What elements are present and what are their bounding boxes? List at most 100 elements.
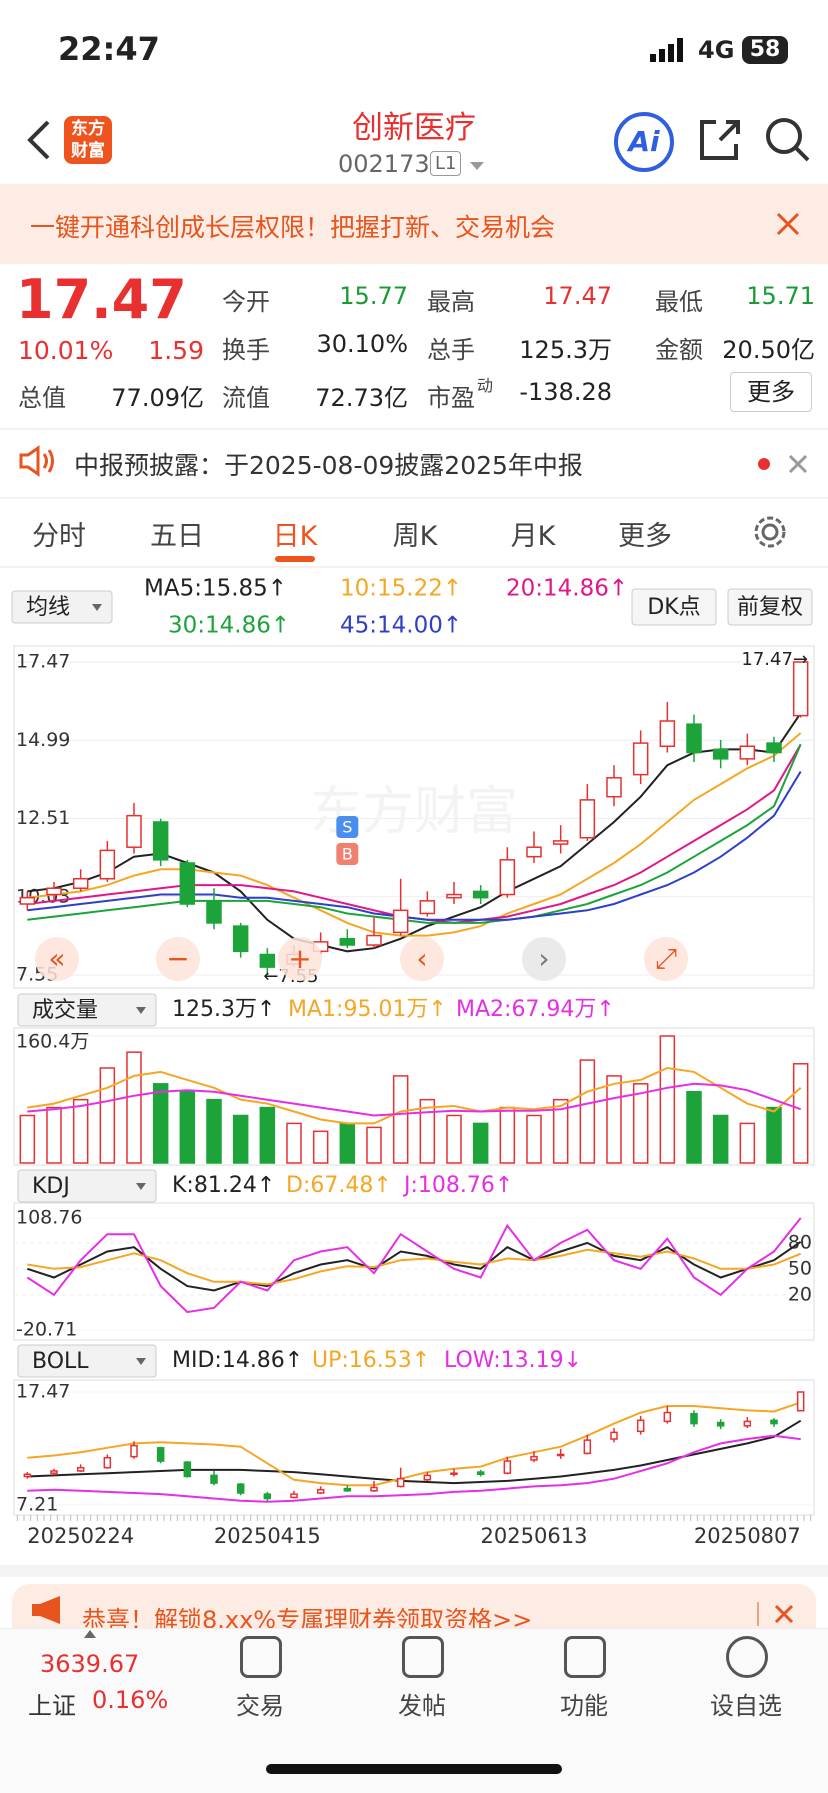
nav-label[interactable]: 功能 [560, 1692, 608, 1720]
candle-body [450, 1472, 458, 1476]
volume-bar [419, 1098, 436, 1164]
nav-icon[interactable] [726, 1636, 768, 1678]
indicator-line [27, 770, 802, 921]
tab[interactable]: 周K [392, 521, 438, 552]
tab[interactable]: 五日 [150, 521, 204, 552]
dropdown-label[interactable]: 均线 [26, 595, 70, 620]
nav-label[interactable]: 交易 [236, 1692, 284, 1720]
nav-icon[interactable] [564, 1636, 606, 1678]
candle-body [579, 799, 596, 839]
chart-control-icon[interactable]: › [538, 942, 549, 975]
search-button[interactable] [762, 114, 812, 164]
notice-text[interactable]: 中报预披露：于2025-08-09披露2025年中报 [74, 451, 583, 480]
tab[interactable]: 日K [272, 521, 318, 552]
candle-body [796, 1391, 805, 1412]
y-tick-label: 108.76 [16, 1207, 82, 1229]
dropdown[interactable] [17, 1169, 157, 1203]
candle-body [770, 1419, 778, 1425]
y-tick-label: 14.99 [16, 729, 70, 751]
candle-body [472, 890, 489, 899]
dropdown[interactable] [17, 1344, 157, 1378]
ad-close[interactable] [756, 1600, 806, 1628]
kdj-legend: J:108.76↑ [402, 1173, 513, 1198]
volume-legend: MA2:67.94万↑ [456, 997, 615, 1022]
candle-body [446, 893, 462, 899]
ma-legend: 20:14.86↑ [506, 576, 628, 602]
volume-bar [152, 1083, 169, 1164]
indicator-line [26, 1217, 802, 1314]
dropdown-label[interactable]: KDJ [32, 1174, 70, 1199]
y-tick-label: 12.51 [16, 807, 70, 829]
pane-frame [13, 645, 815, 989]
dropdown-label[interactable]: BOLL [32, 1349, 89, 1374]
dropdown[interactable] [17, 993, 157, 1027]
tab[interactable]: 更多 [618, 521, 672, 552]
candle-body [606, 777, 622, 798]
chart-control[interactable] [156, 937, 200, 981]
close-button[interactable] [774, 210, 802, 238]
field-label: 最低 [655, 288, 703, 316]
chart-control[interactable] [522, 937, 566, 981]
field-value: 125.3万 [519, 336, 612, 364]
index-change[interactable]: 0.16% [92, 1686, 169, 1714]
volume-bar [46, 1106, 62, 1164]
candle-body [396, 1477, 405, 1488]
indicator-line [27, 732, 802, 937]
stock-name: 创新医疗 [352, 110, 476, 146]
notice-controls[interactable] [752, 452, 812, 476]
ad-banner[interactable] [12, 1584, 816, 1632]
candle-body [99, 849, 116, 880]
boll-legend: UP:16.53↑ [312, 1348, 430, 1373]
dk-label[interactable]: DK点 [647, 595, 700, 620]
dk-button[interactable] [631, 588, 717, 626]
chart-control[interactable] [400, 937, 444, 981]
index-name[interactable]: 上证 [28, 1692, 76, 1720]
tab[interactable]: 月K [510, 521, 556, 552]
nav-label[interactable]: 设自选 [710, 1692, 782, 1720]
chart-control[interactable] [35, 937, 79, 981]
chart-control[interactable] [278, 937, 322, 981]
change-amount: 1.59 [148, 336, 204, 365]
tab[interactable]: 分时 [32, 521, 86, 552]
logo-text: 财富 [71, 141, 105, 161]
nav-icon[interactable] [402, 1636, 444, 1678]
promo-text[interactable]: 一键开通科创成长层权限！把握打新、交易机会 [30, 213, 556, 242]
back-button[interactable] [24, 118, 54, 162]
adjust-label[interactable]: 前复权 [737, 595, 803, 620]
volume-bar [499, 1106, 516, 1164]
chart-control-icon[interactable]: ⤢ [655, 942, 677, 975]
volume-bar [19, 1114, 36, 1164]
chart-control-icon[interactable]: ‹ [416, 942, 427, 975]
candle-body [530, 1455, 538, 1461]
volume-bar [712, 1114, 729, 1164]
indicator-line [27, 1434, 801, 1503]
home-indicator [266, 1764, 562, 1774]
chart-control-icon[interactable]: − [166, 942, 189, 975]
volume-bar [739, 1122, 756, 1164]
ai-button[interactable]: Ai [614, 112, 674, 172]
share-button[interactable] [696, 116, 744, 164]
volume-bar [286, 1122, 302, 1164]
adjust-button[interactable] [727, 588, 813, 626]
index-value[interactable]: 3639.67 [40, 1650, 140, 1678]
more-button[interactable]: 更多 [730, 372, 812, 412]
volume-bar [606, 1075, 622, 1164]
nav-icon[interactable] [240, 1636, 282, 1678]
settings-button[interactable] [752, 514, 788, 550]
candle-body [712, 748, 729, 760]
dropdown-label[interactable]: 成交量 [32, 998, 98, 1023]
y-tick-label: 160.4万 [16, 1031, 89, 1053]
dropdown-arrow[interactable] [468, 160, 486, 172]
chart-control[interactable] [644, 937, 688, 981]
boll-legend: MID:14.86↑ [172, 1348, 303, 1373]
candle-body [316, 1488, 325, 1494]
promo-banner[interactable] [0, 184, 828, 264]
candle-body [263, 1493, 272, 1500]
speaker-icon [19, 445, 54, 477]
chart-control-icon[interactable]: + [288, 942, 311, 975]
nav-label[interactable]: 发帖 [398, 1692, 446, 1720]
chart-control-icon[interactable]: « [48, 942, 65, 975]
dropdown[interactable] [11, 590, 113, 624]
candle-body [392, 909, 409, 934]
